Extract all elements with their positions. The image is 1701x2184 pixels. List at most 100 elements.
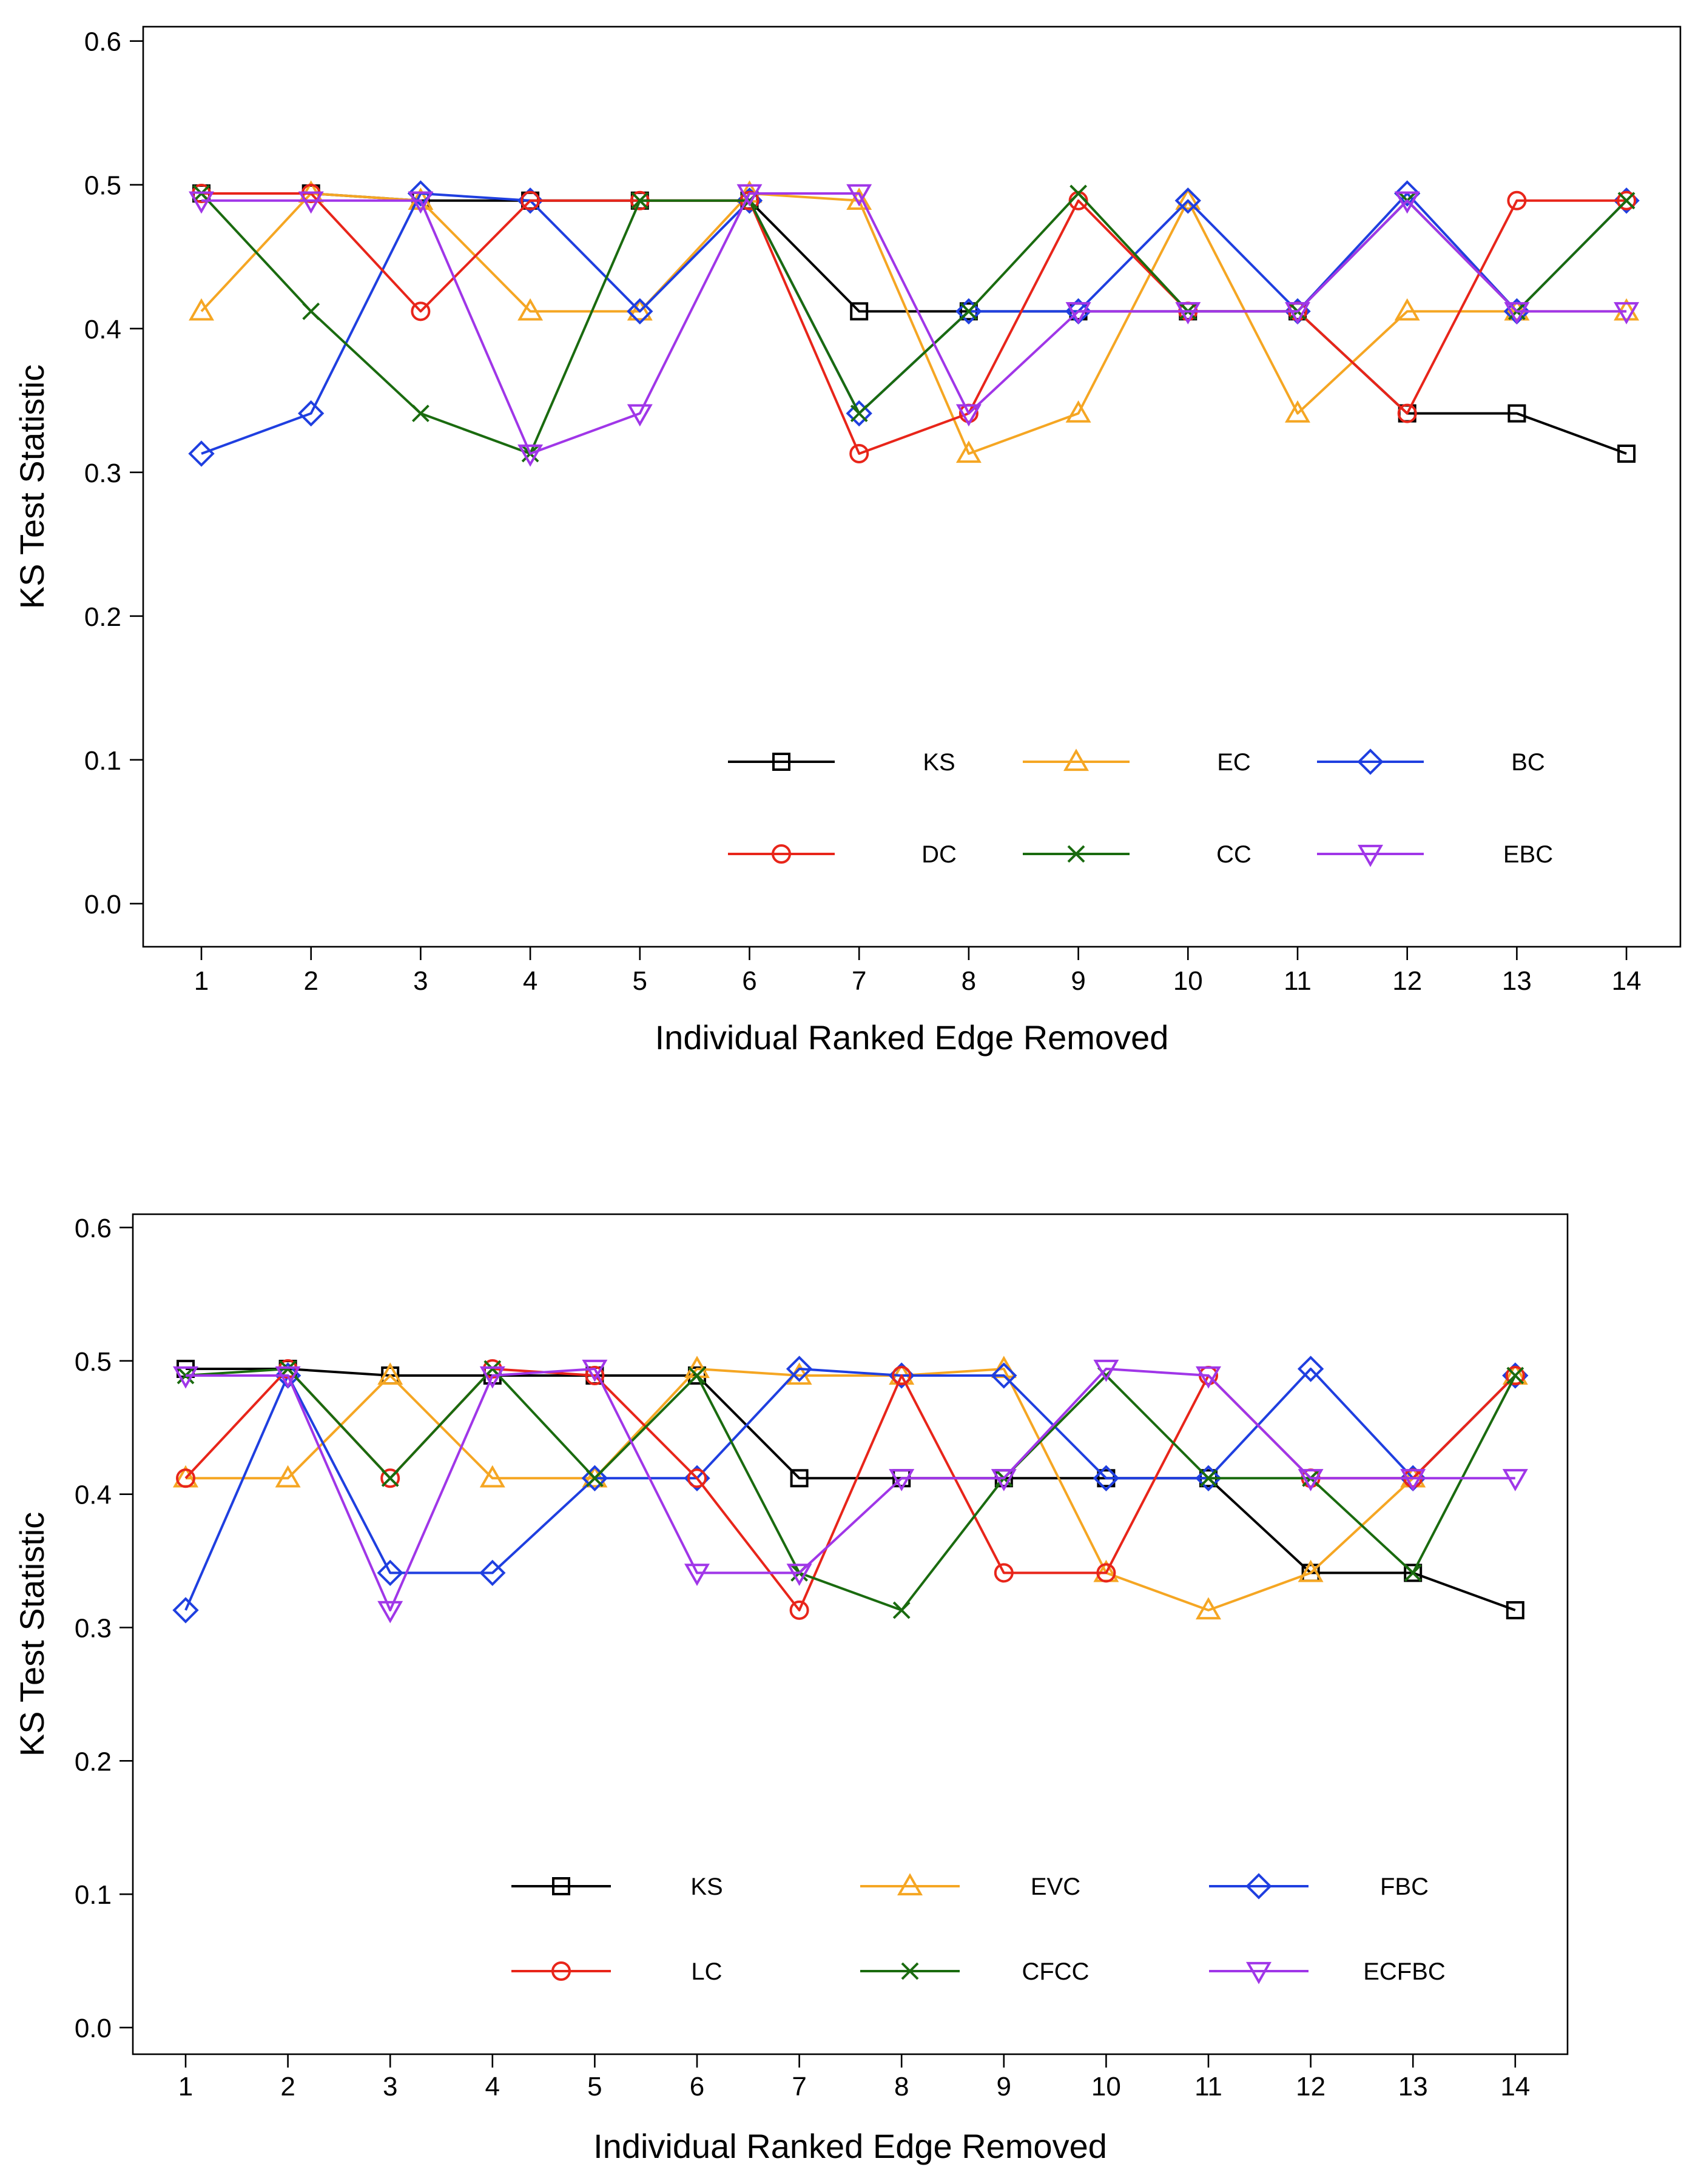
data-point-FBC-11 [1195, 1465, 1222, 1491]
data-point-BC-3 [407, 180, 434, 207]
legend-item-FBC: FBC [1209, 1873, 1429, 1900]
legend-item-BC: BC [1317, 748, 1545, 776]
data-point-EBC-12 [1394, 191, 1420, 214]
legend-label: DC [921, 841, 957, 868]
legend-label: EBC [1503, 841, 1553, 868]
data-point-DC-12 [1397, 403, 1417, 423]
data-point-LC-6 [687, 1468, 707, 1488]
series-line-EBC [201, 192, 1627, 455]
data-point-FBC-7 [786, 1356, 813, 1382]
data-point-KS-7 [850, 302, 869, 321]
x-tick-label: 3 [413, 966, 428, 996]
x-tick-label: 2 [280, 2072, 295, 2102]
data-point-EC-4 [517, 298, 544, 321]
data-point-LC-8 [892, 1366, 912, 1386]
x-tick-label: 6 [690, 2072, 704, 2102]
data-point-EBC-1 [189, 191, 214, 214]
x-axis-title: Individual Ranked Edge Removed [655, 1018, 1169, 1057]
data-point-EVC-3 [377, 1362, 403, 1385]
legend-label: CC [1216, 841, 1251, 868]
data-point-LC-5 [585, 1366, 605, 1386]
series-EVC [173, 1356, 1528, 1620]
y-tick-label: 0.4 [75, 1480, 112, 1510]
data-point-EC-7 [846, 187, 872, 210]
data-point-EC-9 [1065, 400, 1091, 423]
legend-item-DC: DC [728, 841, 957, 868]
plot-frame [132, 1213, 1569, 2055]
data-point-EBC-13 [1504, 302, 1530, 324]
data-point-EC-1 [189, 298, 214, 321]
series-line-EC [200, 192, 1627, 455]
data-point-KS-7 [790, 1469, 809, 1488]
x-tick-label: 9 [997, 2072, 1011, 2102]
data-point-EBC-11 [1285, 302, 1310, 324]
x-tick-label: 9 [1071, 966, 1085, 996]
legend-marker [1357, 748, 1384, 775]
y-tick-label: 0.4 [84, 315, 121, 344]
data-point-BC-5 [627, 298, 653, 325]
x-tick-label: 1 [178, 2072, 193, 2102]
series-CC [192, 184, 1635, 463]
legend-marker [897, 1873, 923, 1896]
data-point-DC-14 [1617, 190, 1637, 210]
data-point-EVC-4 [479, 1465, 505, 1488]
data-point-KS-14 [1506, 1601, 1524, 1619]
series-ECFBC [173, 1359, 1528, 1624]
y-tick-label: 0.0 [84, 890, 121, 919]
data-point-EVC-9 [991, 1356, 1017, 1379]
x-tick-label: 13 [1502, 966, 1532, 996]
chart-2: 0.00.10.20.30.40.50.61 2 3 4 5 6 7 8 9 10 11 12 13 14… [13, 1213, 1569, 2165]
data-point-CFCC-6 [688, 1366, 706, 1385]
data-point-DC-7 [849, 443, 869, 463]
data-point-EC-14 [1614, 298, 1640, 321]
y-tick-label: 0.5 [75, 1347, 112, 1377]
series-line-CFCC [185, 1368, 1517, 1611]
data-point-EC-11 [1285, 400, 1310, 423]
data-point-CC-14 [1617, 192, 1635, 210]
series-line-KS [186, 1368, 1516, 1611]
data-point-ECFBC-3 [377, 1601, 403, 1624]
x-tick-label: 12 [1296, 2072, 1325, 2102]
data-point-BC-10 [1174, 187, 1201, 214]
data-point-EBC-6 [736, 184, 763, 207]
data-point-KS-14 [1617, 444, 1636, 463]
x-tick-label: 4 [523, 966, 537, 996]
data-point-EC-8 [955, 440, 982, 463]
legend-marker [1067, 845, 1085, 863]
legend-marker [1063, 748, 1089, 771]
legend-marker [772, 753, 790, 771]
legend-label: EVC [1031, 1873, 1080, 1900]
legend-item-EBC: EBC [1317, 841, 1553, 868]
data-point-EC-5 [627, 298, 653, 321]
y-tick-label: 0.6 [75, 1214, 112, 1243]
data-point-CC-9 [1069, 184, 1088, 203]
data-point-BC-1 [188, 440, 215, 467]
series-line-ECFBC [186, 1368, 1515, 1611]
data-point-LC-14 [1505, 1366, 1525, 1386]
series-line-EVC [186, 1368, 1517, 1611]
data-point-ECFBC-7 [786, 1564, 812, 1586]
data-point-EBC-2 [298, 191, 324, 214]
y-tick-label: 0.2 [84, 602, 121, 632]
data-point-ECFBC-4 [479, 1366, 505, 1389]
series-EBC [189, 184, 1640, 467]
legend-marker [1358, 844, 1383, 867]
data-point-KS-13 [1507, 404, 1526, 423]
data-point-FBC-1 [172, 1597, 199, 1624]
y-tick-label: 0.3 [84, 459, 121, 488]
legend: KS EVC FBC LC CFCC ECFBC [511, 1873, 1446, 1985]
data-point-EVC-2 [275, 1465, 301, 1488]
data-point-BC-7 [846, 400, 872, 427]
y-axis-title: KS Test Statistic [13, 1512, 51, 1757]
y-tick-label: 0.2 [75, 1747, 112, 1776]
x-tick-label: 3 [383, 2072, 397, 2102]
data-point-EVC-11 [1196, 1597, 1221, 1620]
data-point-EVC-5 [582, 1465, 608, 1488]
data-point-CFCC-2 [279, 1360, 297, 1378]
legend-item-KS: KS [511, 1873, 723, 1900]
x-tick-label: 8 [962, 966, 976, 996]
legend-item-LC: LC [511, 1958, 723, 1985]
y-tick-label: 0.1 [84, 746, 121, 776]
data-point-ECFBC-8 [889, 1469, 915, 1491]
